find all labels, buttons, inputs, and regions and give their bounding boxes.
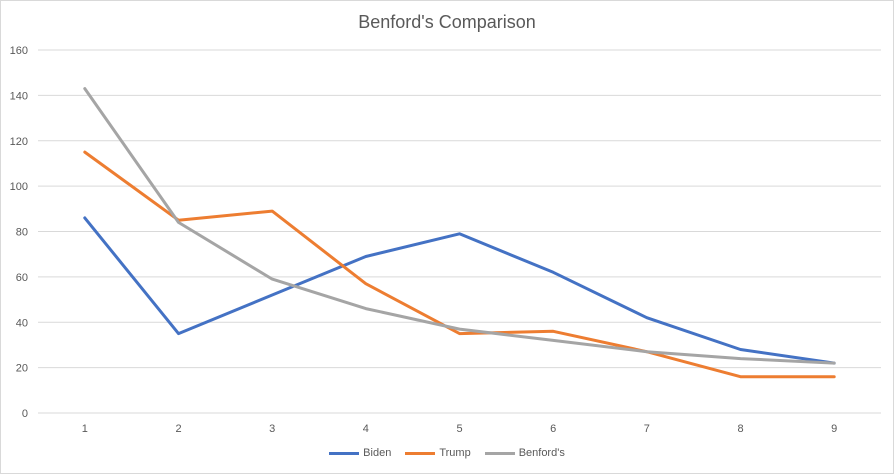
x-tick-label: 4 xyxy=(363,423,369,435)
y-tick-label: 120 xyxy=(10,136,28,148)
x-tick-label: 1 xyxy=(82,423,88,435)
chart-legend: Biden Trump Benford's xyxy=(1,447,893,459)
series-line-benford-s xyxy=(83,87,836,365)
legend-label: Trump xyxy=(439,447,471,459)
legend-swatch xyxy=(405,451,436,455)
x-tick-label: 8 xyxy=(737,423,743,435)
legend-item: Benford's xyxy=(484,447,565,459)
x-tick-label: 3 xyxy=(269,423,275,435)
y-tick-label: 60 xyxy=(16,272,28,284)
y-tick-label: 80 xyxy=(16,227,28,239)
legend-item: Biden xyxy=(329,447,391,459)
series-line-trump xyxy=(83,150,836,379)
y-tick-label: 140 xyxy=(10,90,28,102)
x-tick-label: 9 xyxy=(831,423,837,435)
x-tick-label: 2 xyxy=(175,423,181,435)
legend-swatch xyxy=(329,451,360,455)
x-tick-label: 6 xyxy=(550,423,556,435)
legend-label: Biden xyxy=(363,447,392,459)
x-tick-label: 7 xyxy=(644,423,650,435)
legend-swatch xyxy=(484,451,515,455)
y-tick-label: 160 xyxy=(10,45,28,57)
series-line-biden xyxy=(83,216,836,365)
y-tick-label: 100 xyxy=(10,181,28,193)
y-tick-label: 20 xyxy=(16,363,28,375)
chart-title: Benford's Comparison xyxy=(358,12,536,32)
legend-item: Trump xyxy=(405,447,471,459)
x-tick-label: 5 xyxy=(456,423,462,435)
y-tick-label: 40 xyxy=(16,317,28,329)
y-tick-label: 0 xyxy=(22,408,28,420)
legend-label: Benford's xyxy=(518,447,565,459)
